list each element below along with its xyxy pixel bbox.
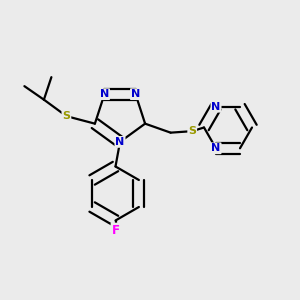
Text: S: S: [188, 126, 196, 136]
Text: F: F: [112, 224, 119, 237]
Text: N: N: [116, 137, 124, 147]
Text: N: N: [131, 89, 140, 99]
Text: S: S: [62, 111, 70, 121]
Text: N: N: [100, 89, 109, 99]
Text: N: N: [212, 102, 220, 112]
Text: N: N: [212, 143, 220, 153]
